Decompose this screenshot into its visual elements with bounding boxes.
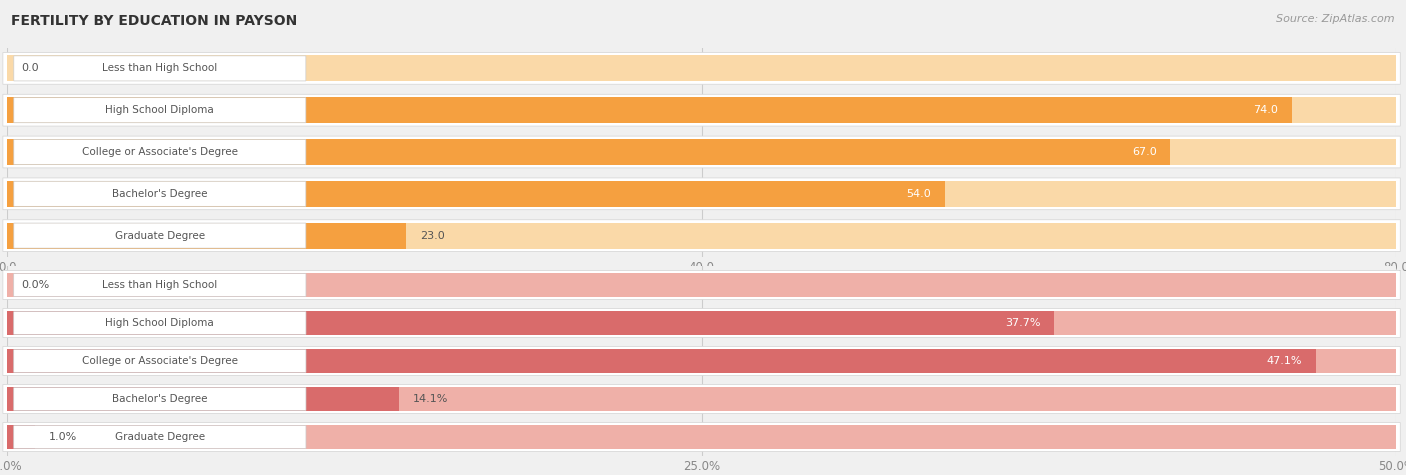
FancyBboxPatch shape [3, 423, 1400, 451]
Text: 74.0: 74.0 [1253, 105, 1278, 115]
Text: 67.0: 67.0 [1132, 147, 1157, 157]
Text: 37.7%: 37.7% [1005, 318, 1040, 328]
FancyBboxPatch shape [3, 136, 1400, 168]
Bar [7, 97, 1396, 123]
Bar [7, 349, 1316, 373]
Text: Graduate Degree: Graduate Degree [115, 230, 205, 241]
Text: 14.1%: 14.1% [412, 394, 449, 404]
Text: 0.0%: 0.0% [21, 280, 49, 290]
Bar [7, 56, 1396, 81]
Bar [7, 273, 1396, 297]
FancyBboxPatch shape [14, 426, 307, 448]
Text: FERTILITY BY EDUCATION IN PAYSON: FERTILITY BY EDUCATION IN PAYSON [11, 14, 298, 28]
Text: 0.0: 0.0 [21, 63, 38, 74]
Bar [7, 223, 406, 248]
FancyBboxPatch shape [3, 271, 1400, 299]
Bar [7, 181, 945, 207]
FancyBboxPatch shape [3, 347, 1400, 375]
FancyBboxPatch shape [3, 385, 1400, 413]
FancyBboxPatch shape [14, 312, 307, 334]
Text: College or Associate's Degree: College or Associate's Degree [82, 356, 238, 366]
Bar [7, 387, 399, 411]
Text: 47.1%: 47.1% [1267, 356, 1302, 366]
Bar [7, 223, 1396, 248]
FancyBboxPatch shape [14, 140, 307, 164]
Bar [7, 311, 1396, 335]
Text: 54.0: 54.0 [905, 189, 931, 199]
Bar [7, 425, 1396, 449]
Text: High School Diploma: High School Diploma [105, 318, 214, 328]
FancyBboxPatch shape [14, 56, 307, 81]
FancyBboxPatch shape [14, 388, 307, 410]
Text: 1.0%: 1.0% [49, 432, 77, 442]
Bar [7, 139, 1170, 165]
FancyBboxPatch shape [14, 98, 307, 123]
Text: Source: ZipAtlas.com: Source: ZipAtlas.com [1277, 14, 1395, 24]
FancyBboxPatch shape [14, 181, 307, 206]
FancyBboxPatch shape [14, 350, 307, 372]
Bar [7, 311, 1054, 335]
Bar [7, 387, 1396, 411]
Text: Bachelor's Degree: Bachelor's Degree [112, 189, 208, 199]
Text: 23.0: 23.0 [420, 230, 446, 241]
Text: Less than High School: Less than High School [103, 63, 218, 74]
FancyBboxPatch shape [3, 53, 1400, 84]
FancyBboxPatch shape [3, 95, 1400, 126]
Text: Less than High School: Less than High School [103, 280, 218, 290]
FancyBboxPatch shape [3, 309, 1400, 337]
Bar [7, 181, 1396, 207]
Text: High School Diploma: High School Diploma [105, 105, 214, 115]
Text: College or Associate's Degree: College or Associate's Degree [82, 147, 238, 157]
FancyBboxPatch shape [14, 223, 307, 248]
Text: Graduate Degree: Graduate Degree [115, 432, 205, 442]
Bar [7, 97, 1292, 123]
FancyBboxPatch shape [3, 178, 1400, 209]
FancyBboxPatch shape [14, 274, 307, 296]
FancyBboxPatch shape [3, 220, 1400, 251]
Bar [7, 425, 35, 449]
Text: Bachelor's Degree: Bachelor's Degree [112, 394, 208, 404]
Bar [7, 139, 1396, 165]
Bar [7, 349, 1396, 373]
